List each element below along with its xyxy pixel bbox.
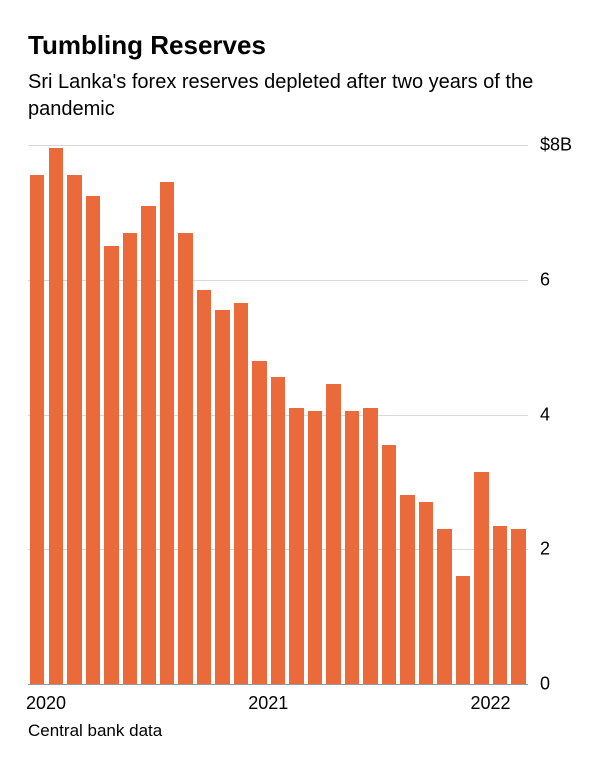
bar-slot <box>269 145 288 684</box>
bar <box>197 290 211 684</box>
bar <box>234 303 248 684</box>
bar-slot <box>306 145 325 684</box>
bar <box>30 175 44 684</box>
bar <box>67 175 81 684</box>
bar-slot <box>158 145 177 684</box>
bar <box>437 529 451 684</box>
bar-slot <box>102 145 121 684</box>
chart-source: Central bank data <box>28 721 572 741</box>
bar <box>493 526 507 684</box>
bar-slot <box>250 145 269 684</box>
bar-slot <box>509 145 528 684</box>
bar-slot <box>343 145 362 684</box>
bar-slot <box>417 145 436 684</box>
bar <box>419 502 433 684</box>
bar-slot <box>213 145 232 684</box>
bar-slot <box>380 145 399 684</box>
bar <box>511 529 525 684</box>
chart-subtitle: Sri Lanka's forex reserves depleted afte… <box>28 69 572 123</box>
bar <box>104 246 118 684</box>
bar <box>271 377 285 684</box>
bar-slot <box>176 145 195 684</box>
y-tick-label: $8B <box>540 135 572 156</box>
bar <box>141 206 155 684</box>
bar <box>308 411 322 684</box>
x-tick-label: 2021 <box>248 693 288 714</box>
chart-bars <box>28 145 528 684</box>
bar <box>289 408 303 684</box>
bar <box>252 361 266 684</box>
bar <box>382 445 396 684</box>
bar-slot <box>121 145 140 684</box>
bar-slot <box>287 145 306 684</box>
bar <box>160 182 174 684</box>
chart-container: 0246$8B 2020 2021 2022 <box>28 145 572 715</box>
bar-slot <box>324 145 343 684</box>
y-tick-label: 4 <box>540 404 550 425</box>
x-tick-label: 2022 <box>470 693 510 714</box>
bar-slot <box>491 145 510 684</box>
bar <box>474 472 488 684</box>
bar <box>345 411 359 684</box>
bar-slot <box>139 145 158 684</box>
chart-title: Tumbling Reserves <box>28 30 572 61</box>
bar-slot <box>47 145 66 684</box>
y-tick-label: 2 <box>540 539 550 560</box>
bar-slot <box>232 145 251 684</box>
bar <box>49 148 63 684</box>
bar-slot <box>435 145 454 684</box>
bar-slot <box>84 145 103 684</box>
y-tick-label: 0 <box>540 674 550 695</box>
x-tick-label: 2020 <box>26 693 66 714</box>
bar <box>86 196 100 684</box>
bar <box>456 576 470 684</box>
bar-slot <box>28 145 47 684</box>
bar <box>123 233 137 684</box>
chart-plot-area: 0246$8B <box>28 145 528 685</box>
bar <box>363 408 377 684</box>
bar <box>178 233 192 684</box>
chart-x-axis: 2020 2021 2022 <box>28 685 528 715</box>
bar-slot <box>65 145 84 684</box>
y-tick-label: 6 <box>540 269 550 290</box>
bar-slot <box>361 145 380 684</box>
bar-slot <box>195 145 214 684</box>
bar-slot <box>398 145 417 684</box>
bar <box>326 384 340 684</box>
bar-slot <box>472 145 491 684</box>
bar <box>400 495 414 684</box>
bar <box>215 310 229 684</box>
bar-slot <box>454 145 473 684</box>
